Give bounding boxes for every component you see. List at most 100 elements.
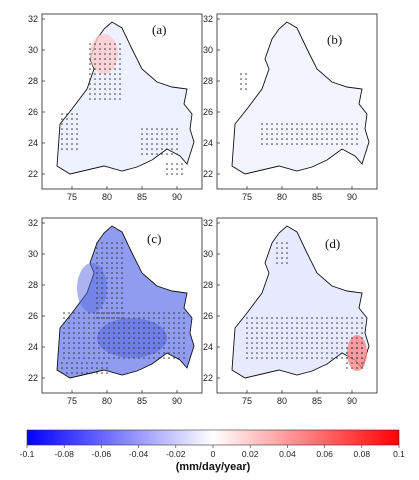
stipple-dot [128, 322, 130, 324]
stipple-dot [96, 262, 98, 264]
stipple-dot [116, 297, 118, 299]
stipple-dot [246, 322, 248, 324]
stipple-dot [76, 362, 78, 364]
stipple-dot [98, 312, 100, 314]
x-tick-label: 90 [347, 192, 357, 202]
stipple-dot [118, 337, 120, 339]
y-tick-label: 32 [28, 14, 38, 24]
stipple-dot [106, 262, 108, 264]
stipple-dot [128, 357, 130, 359]
stipple-dot [286, 143, 288, 145]
stipple-dot [183, 337, 185, 339]
stipple-dot [94, 88, 96, 90]
stipple-dot [68, 332, 70, 334]
stipple-dot [114, 53, 116, 55]
stipple-dot [281, 342, 283, 344]
stipple-dot [286, 133, 288, 135]
stipple-dot [113, 312, 115, 314]
stipple-dot [271, 128, 273, 130]
stipple-dot [271, 327, 273, 329]
stipple-dot [158, 322, 160, 324]
stipple-dot [341, 138, 343, 140]
stipple-dot [101, 307, 103, 309]
stipple-dot [101, 292, 103, 294]
stipple-dot [166, 153, 168, 155]
stipple-dot [96, 257, 98, 259]
stipple-dot [346, 143, 348, 145]
stipple-dot [63, 347, 65, 349]
basin-shape [231, 21, 370, 175]
stipple-dot [104, 48, 106, 50]
x-tick-label: 75 [67, 192, 77, 202]
stipple-dot [311, 332, 313, 334]
stipple-dot [101, 297, 103, 299]
stipple-dot [116, 242, 118, 244]
colorbar-gradient [26, 429, 400, 446]
stipple-dot [286, 342, 288, 344]
stipple-dot [151, 133, 153, 135]
stipple-dot [156, 143, 158, 145]
stipple-dot [148, 327, 150, 329]
stipple-dot [266, 352, 268, 354]
stipple-dot [336, 337, 338, 339]
stipple-dot [128, 312, 130, 314]
stipple-dot [251, 317, 253, 319]
stipple-dot [176, 148, 178, 150]
stipple-dot [101, 302, 103, 304]
stipple-dot [61, 372, 63, 374]
stipple-dot [341, 347, 343, 349]
stipple-dot [361, 367, 363, 369]
stipple-dot [104, 78, 106, 80]
stipple-dot [99, 58, 101, 60]
stipple-dot [306, 123, 308, 125]
stipple-dot [99, 98, 101, 100]
stipple-dot [158, 342, 160, 344]
stipple-dot [266, 342, 268, 344]
stipple-dot [146, 148, 148, 150]
y-tick-label: 28 [28, 280, 38, 290]
stipple-dot [251, 342, 253, 344]
stipple-dot [168, 312, 170, 314]
stipple-dot [93, 352, 95, 354]
stipple-dot [96, 362, 98, 364]
stipple-dot [113, 322, 115, 324]
stipple-dot [301, 332, 303, 334]
colorbar-tick-label: -0.04 [129, 449, 149, 459]
stipple-dot [271, 332, 273, 334]
stipple-dot [128, 352, 130, 354]
stipple-dot [301, 133, 303, 135]
stipple-dot [121, 242, 123, 244]
stipple-dot [101, 317, 103, 319]
stipple-dot [151, 143, 153, 145]
stipple-dot [133, 342, 135, 344]
stipple-dot [346, 133, 348, 135]
stipple-dot [118, 322, 120, 324]
stipple-dot [111, 252, 113, 254]
stipple-dot [316, 332, 318, 334]
stipple-dot [296, 138, 298, 140]
stipple-dot [316, 123, 318, 125]
stipple-dot [71, 133, 73, 135]
stipple-dot [88, 332, 90, 334]
stipple-dot [103, 327, 105, 329]
stipple-dot [118, 342, 120, 344]
stipple-dot [266, 317, 268, 319]
stipple-dot [71, 143, 73, 145]
y-tick-label: 24 [203, 138, 213, 148]
stipple-dot [161, 148, 163, 150]
stipple-dot [119, 68, 121, 70]
stipple-dot [89, 68, 91, 70]
stipple-dot [311, 128, 313, 130]
stipple-dot [163, 342, 165, 344]
stipple-dot [133, 327, 135, 329]
colorbar-ticks: -0.1 -0.08 -0.06 -0.04 -0.02 0 0.02 0.04 0.06 0.0… [20, 445, 405, 459]
stipple-dot [311, 322, 313, 324]
stipple-dot [166, 168, 168, 170]
y-tick-label: 30 [28, 45, 38, 55]
significance-stipple [246, 242, 363, 369]
stipple-dot [109, 98, 111, 100]
stipple-dot [356, 352, 358, 354]
stipple-dot [78, 322, 80, 324]
colorbar-tick-label: -0.06 [92, 449, 112, 459]
